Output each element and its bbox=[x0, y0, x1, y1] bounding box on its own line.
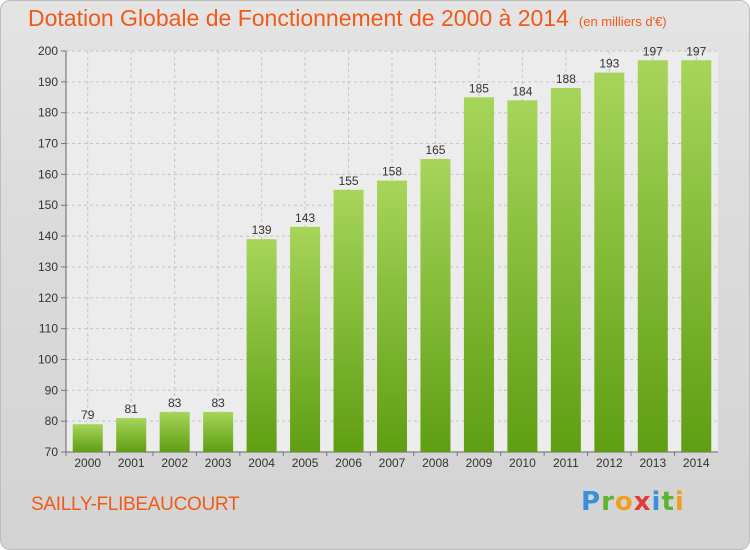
bar bbox=[72, 424, 103, 452]
bar bbox=[637, 60, 668, 452]
data-label: 81 bbox=[125, 402, 139, 416]
data-label: 165 bbox=[425, 143, 445, 157]
bar bbox=[246, 239, 277, 452]
y-tick-label: 140 bbox=[38, 229, 58, 243]
data-labels: 79 81 83 83 139 143 155 158 165 185 184 188 193 197 19… bbox=[81, 44, 707, 422]
bar bbox=[116, 418, 147, 452]
y-tick-label: 160 bbox=[38, 167, 58, 181]
data-label: 158 bbox=[382, 165, 402, 179]
data-label: 197 bbox=[686, 44, 706, 58]
data-label: 188 bbox=[556, 72, 576, 86]
bars bbox=[72, 60, 712, 453]
chart-title-text: Dotation Globale de Fonctionnement de 20… bbox=[28, 5, 569, 31]
data-label: 197 bbox=[643, 44, 663, 58]
y-tick-label: 90 bbox=[45, 383, 59, 397]
y-tick-label: 150 bbox=[38, 198, 58, 212]
y-tick-label: 180 bbox=[38, 106, 58, 120]
bar bbox=[681, 60, 712, 452]
bar bbox=[377, 180, 407, 453]
x-tick-label: 2007 bbox=[379, 456, 406, 470]
x-tick-label: 2002 bbox=[161, 456, 188, 470]
x-tick-label: 2012 bbox=[596, 456, 623, 470]
bar bbox=[159, 411, 190, 452]
y-tick-label: 80 bbox=[45, 414, 59, 428]
data-label: 184 bbox=[512, 84, 532, 98]
x-tick-label: 2010 bbox=[509, 456, 536, 470]
commune-name: SAILLY-FLIBEAUCOURT bbox=[31, 494, 240, 515]
x-tick-label: 2013 bbox=[639, 456, 666, 470]
bar bbox=[463, 97, 494, 453]
y-tick-label: 110 bbox=[39, 322, 58, 336]
data-label: 185 bbox=[469, 81, 489, 95]
y-tick-label: 190 bbox=[38, 75, 58, 89]
y-tick-label: 200 bbox=[38, 44, 58, 58]
chart-title: Dotation Globale de Fonctionnement de 20… bbox=[28, 5, 667, 32]
bar bbox=[290, 226, 321, 452]
data-label: 83 bbox=[168, 396, 182, 410]
bar bbox=[550, 88, 581, 452]
proxiti-logo: Proxiti bbox=[581, 487, 685, 517]
x-tick-label: 2004 bbox=[248, 456, 275, 470]
x-tick-label: 2006 bbox=[335, 456, 362, 470]
x-tick-label: 2009 bbox=[466, 456, 493, 470]
data-label: 155 bbox=[339, 174, 359, 188]
y-tick-label: 100 bbox=[38, 352, 58, 366]
x-tick-label: 2000 bbox=[74, 456, 101, 470]
y-tick-label: 70 bbox=[45, 445, 59, 459]
x-tick-label: 2008 bbox=[422, 456, 449, 470]
data-label: 139 bbox=[252, 223, 272, 237]
x-tick-label: 2005 bbox=[292, 456, 319, 470]
y-tick-label: 130 bbox=[38, 260, 58, 274]
x-tick-label: 2001 bbox=[118, 456, 145, 470]
bar bbox=[203, 411, 234, 452]
data-label: 83 bbox=[211, 396, 225, 410]
bar bbox=[507, 100, 538, 452]
y-tick-label: 170 bbox=[38, 137, 58, 151]
data-label: 79 bbox=[81, 408, 95, 422]
data-label: 143 bbox=[295, 211, 315, 225]
bar bbox=[420, 158, 451, 452]
axes: 7080901001101201301401501601701801902002… bbox=[38, 44, 718, 470]
x-tick-label: 2003 bbox=[205, 456, 232, 470]
bar bbox=[333, 189, 364, 453]
chart-subtitle: (en milliers d'€) bbox=[578, 14, 667, 29]
x-tick-label: 2014 bbox=[683, 456, 710, 470]
data-label: 193 bbox=[599, 57, 619, 71]
x-tick-label: 2011 bbox=[553, 456, 579, 470]
bar bbox=[594, 72, 625, 452]
y-tick-label: 120 bbox=[38, 291, 58, 305]
